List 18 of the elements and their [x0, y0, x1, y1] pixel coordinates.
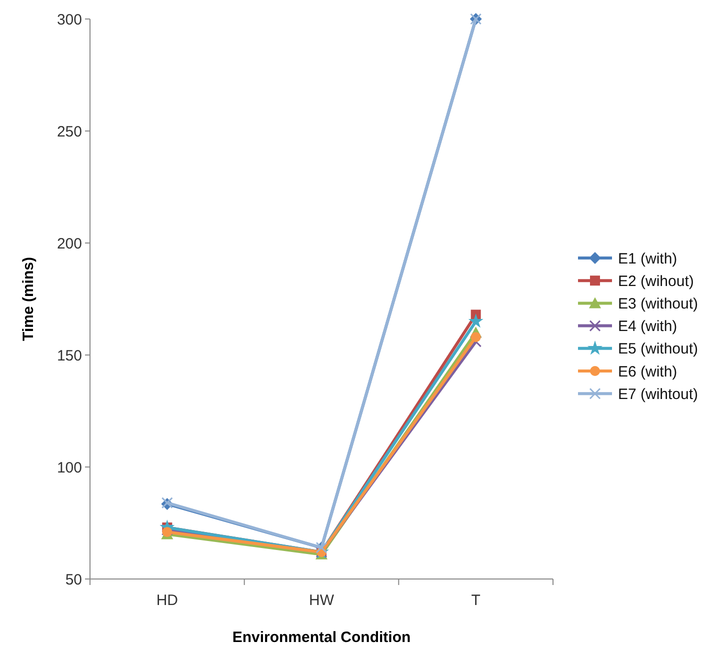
y-tick-label: 250 [56, 123, 82, 140]
y-tick-label: 200 [56, 235, 82, 252]
legend-label: E6 (with) [618, 363, 678, 380]
y-tick-label: 150 [56, 347, 82, 364]
legend-label: E4 (with) [618, 318, 678, 336]
x-tick-label: HW [309, 592, 335, 609]
x-axis-title: Environmental Condition [232, 629, 411, 646]
legend-label: E3 (without) [618, 295, 698, 312]
y-tick-label: 300 [56, 11, 82, 28]
x-tick-label: T [471, 592, 480, 609]
x-tick-label: HD [156, 592, 178, 609]
legend-label: E7 (wihtout) [618, 386, 698, 403]
y-tick-label: 100 [56, 459, 82, 476]
legend-label: E5 (without) [618, 340, 698, 358]
y-tick-label: 50 [65, 571, 82, 588]
y-axis-title: Time (mins) [20, 257, 37, 341]
legend-label: E2 (wihout) [618, 272, 694, 290]
legend-label: E1 (with) [618, 250, 678, 268]
